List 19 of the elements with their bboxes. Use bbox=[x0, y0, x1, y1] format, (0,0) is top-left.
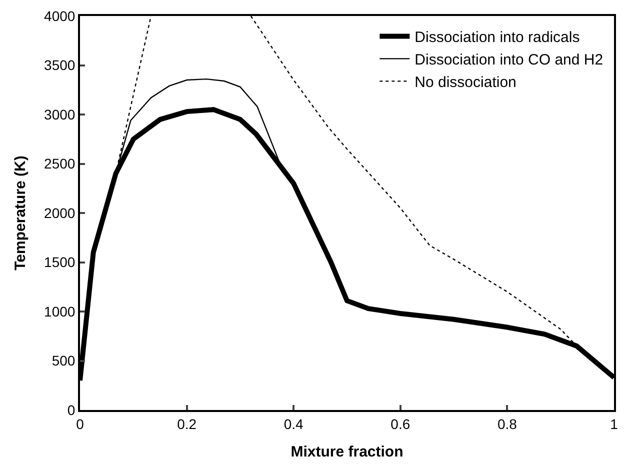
y-tick-label: 4000 bbox=[44, 8, 76, 24]
x-axis-title: Mixture fraction bbox=[290, 443, 404, 460]
x-tick-label: 0.2 bbox=[177, 416, 197, 432]
x-tick-label: 0.6 bbox=[390, 416, 410, 432]
x-tick-label: 0.4 bbox=[284, 416, 304, 432]
legend-label: No dissociation bbox=[414, 74, 516, 92]
y-tick-label: 2000 bbox=[44, 204, 76, 221]
y-tick-label: 1000 bbox=[44, 303, 76, 320]
y-tick-label: 3500 bbox=[44, 57, 76, 74]
y-tick-label: 3000 bbox=[44, 106, 76, 122]
y-tick-label: 1500 bbox=[44, 254, 76, 270]
x-tick-label: 0.8 bbox=[497, 416, 518, 432]
y-tick-label: 2500 bbox=[44, 156, 76, 172]
y-axis-title: Temperature (K) bbox=[12, 156, 29, 270]
legend-label: Dissociation into radicals bbox=[414, 29, 580, 46]
x-tick-label: 1 bbox=[610, 416, 618, 432]
y-tick-label: 500 bbox=[52, 352, 76, 369]
y-tick-label: 0 bbox=[67, 402, 76, 418]
legend-label: Dissociation into CO and H2 bbox=[414, 52, 604, 69]
